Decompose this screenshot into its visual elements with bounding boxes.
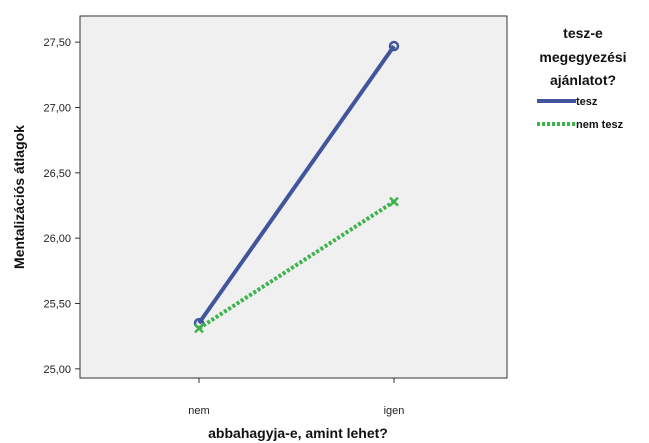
- series-layer: [193, 40, 400, 334]
- x-tick-label: nem: [188, 405, 209, 417]
- x-axis: nem igen: [188, 378, 404, 417]
- legend-title-line-3: ajánlatot?: [550, 72, 616, 88]
- y-tick-label: 26,50: [43, 168, 71, 180]
- y-axis-title: Mentalizációs átlagok: [11, 125, 27, 269]
- legend-title-line-2: megegyezési: [539, 49, 626, 65]
- y-tick-label: 25,50: [43, 299, 71, 311]
- y-tick-label: 27,00: [43, 102, 71, 114]
- y-tick-label: 27,50: [43, 37, 71, 49]
- data-point-nem-tesz: [389, 196, 399, 207]
- data-point-stroke: [194, 323, 204, 334]
- series-line-tesz: [197, 44, 396, 325]
- plot-area: [79, 15, 508, 379]
- legend-label-tesz: tesz: [576, 96, 598, 108]
- y-tick-label: 26,00: [43, 233, 71, 245]
- data-point-stroke: [389, 196, 399, 207]
- legend-label-nem-tesz: nem tesz: [576, 119, 624, 131]
- legend: tesz-e megegyezési ajánlatot? tesz nem te…: [537, 25, 627, 131]
- series-line-nem-tesz: [197, 199, 396, 331]
- x-tick-label: igen: [384, 405, 405, 417]
- legend-title-line-1: tesz-e: [563, 25, 603, 41]
- data-point-tesz: [388, 40, 400, 52]
- x-axis-title: abbahagyja-e, amint lehet?: [208, 425, 388, 441]
- y-tick-label: 25,00: [43, 364, 71, 376]
- y-axis: 25,00 25,50 26,00 26,50 27,00 27,50: [43, 37, 80, 376]
- data-point-nem-tesz: [194, 323, 204, 334]
